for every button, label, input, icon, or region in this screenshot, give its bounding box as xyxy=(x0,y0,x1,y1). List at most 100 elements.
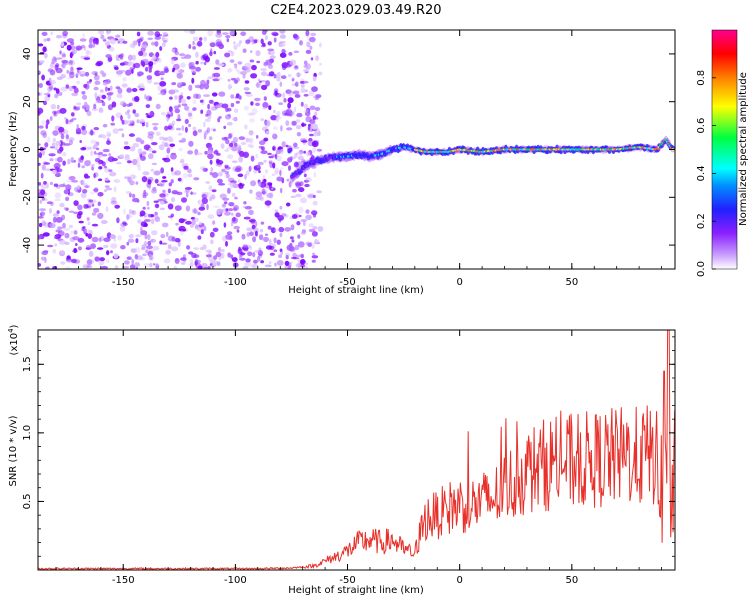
noise-blob xyxy=(192,99,197,105)
noise-blob xyxy=(171,190,179,195)
noise-blob xyxy=(239,182,242,186)
noise-blob xyxy=(55,216,63,223)
noise-blob xyxy=(167,125,173,130)
noise-blob xyxy=(272,162,276,169)
noise-blob xyxy=(171,236,176,242)
snr-y-ticks: 0.5 1.0 1.5 xyxy=(22,336,675,557)
noise-blob xyxy=(167,203,174,210)
noise-blob xyxy=(76,102,82,106)
noise-blob xyxy=(151,41,155,46)
noise-blob xyxy=(301,122,305,127)
noise-blob xyxy=(108,46,115,52)
noise-blob xyxy=(69,139,73,145)
noise-blob xyxy=(273,126,278,130)
noise-blob xyxy=(248,112,256,116)
noise-blob xyxy=(39,199,43,204)
noise-blob xyxy=(117,235,122,241)
noise-blob xyxy=(215,59,220,65)
noise-blob xyxy=(289,156,293,161)
noise-blob xyxy=(287,89,294,97)
noise-blob xyxy=(117,73,122,77)
noise-blob xyxy=(261,188,266,195)
noise-blob xyxy=(106,30,112,34)
noise-blob xyxy=(148,69,152,73)
noise-blob xyxy=(267,41,272,46)
colorbar-label: Normalized spectral amplitude xyxy=(738,72,749,226)
noise-blob xyxy=(224,149,229,152)
noise-blob xyxy=(113,253,119,259)
noise-blob xyxy=(308,90,315,96)
noise-blob xyxy=(119,154,124,159)
noise-blob xyxy=(63,143,71,146)
noise-blob xyxy=(287,264,292,269)
noise-blob xyxy=(59,107,67,114)
noise-blob xyxy=(84,175,91,179)
noise-blob xyxy=(38,143,41,146)
noise-blob xyxy=(75,45,83,51)
noise-blob xyxy=(258,182,262,187)
noise-blob xyxy=(140,47,146,52)
noise-blob xyxy=(309,133,314,137)
noise-blob xyxy=(66,44,72,51)
noise-blob xyxy=(135,137,142,143)
noise-blob xyxy=(81,165,86,169)
noise-blob xyxy=(236,229,240,233)
noise-blob xyxy=(224,136,229,140)
noise-blob xyxy=(65,196,70,201)
noise-blob xyxy=(212,220,216,225)
noise-blob xyxy=(150,58,154,62)
noise-blob xyxy=(305,209,310,214)
noise-blob xyxy=(62,30,68,37)
noise-blob xyxy=(147,176,154,182)
noise-blob xyxy=(265,120,271,127)
colorbar-tick-label: 0.4 xyxy=(696,165,707,181)
noise-blob xyxy=(99,236,105,242)
noise-blob xyxy=(131,54,136,61)
noise-blob xyxy=(237,173,244,178)
noise-blob xyxy=(135,238,139,244)
noise-blob xyxy=(38,208,47,212)
noise-blob xyxy=(303,94,309,97)
noise-blob xyxy=(132,175,137,179)
noise-blob xyxy=(203,266,209,269)
noise-blob xyxy=(41,197,46,201)
noise-blob xyxy=(292,146,300,150)
noise-blob xyxy=(174,238,181,243)
noise-blob xyxy=(279,232,283,238)
noise-blob xyxy=(170,217,173,220)
noise-blob xyxy=(276,176,284,182)
noise-blob xyxy=(192,130,198,137)
noise-blob xyxy=(253,169,258,174)
noise-blob xyxy=(142,171,150,176)
noise-blob xyxy=(44,198,48,202)
noise-blob xyxy=(301,140,308,143)
noise-blob xyxy=(95,62,102,67)
noise-blob xyxy=(273,249,278,252)
noise-blob xyxy=(199,99,204,103)
noise-blob xyxy=(236,166,244,172)
noise-blob xyxy=(68,60,73,66)
noise-blob xyxy=(65,259,73,264)
noise-blob xyxy=(264,233,269,236)
noise-blob xyxy=(60,261,66,265)
noise-blob xyxy=(47,94,51,98)
noise-blob xyxy=(272,146,275,151)
noise-blob xyxy=(248,209,254,215)
noise-blob xyxy=(143,223,148,227)
noise-blob xyxy=(119,54,124,60)
noise-blob xyxy=(111,157,118,162)
noise-blob xyxy=(180,230,184,236)
noise-blob xyxy=(83,83,88,89)
noise-blob xyxy=(268,261,272,265)
noise-blob xyxy=(187,168,192,174)
noise-blob xyxy=(60,250,65,255)
noise-blob xyxy=(160,70,167,74)
noise-blob xyxy=(122,221,127,225)
noise-blob xyxy=(106,250,110,256)
noise-blob xyxy=(131,210,137,216)
noise-blob xyxy=(255,221,258,227)
noise-blob xyxy=(173,265,178,269)
noise-blob xyxy=(187,173,193,178)
noise-blob xyxy=(285,120,290,126)
noise-blob xyxy=(49,208,52,214)
